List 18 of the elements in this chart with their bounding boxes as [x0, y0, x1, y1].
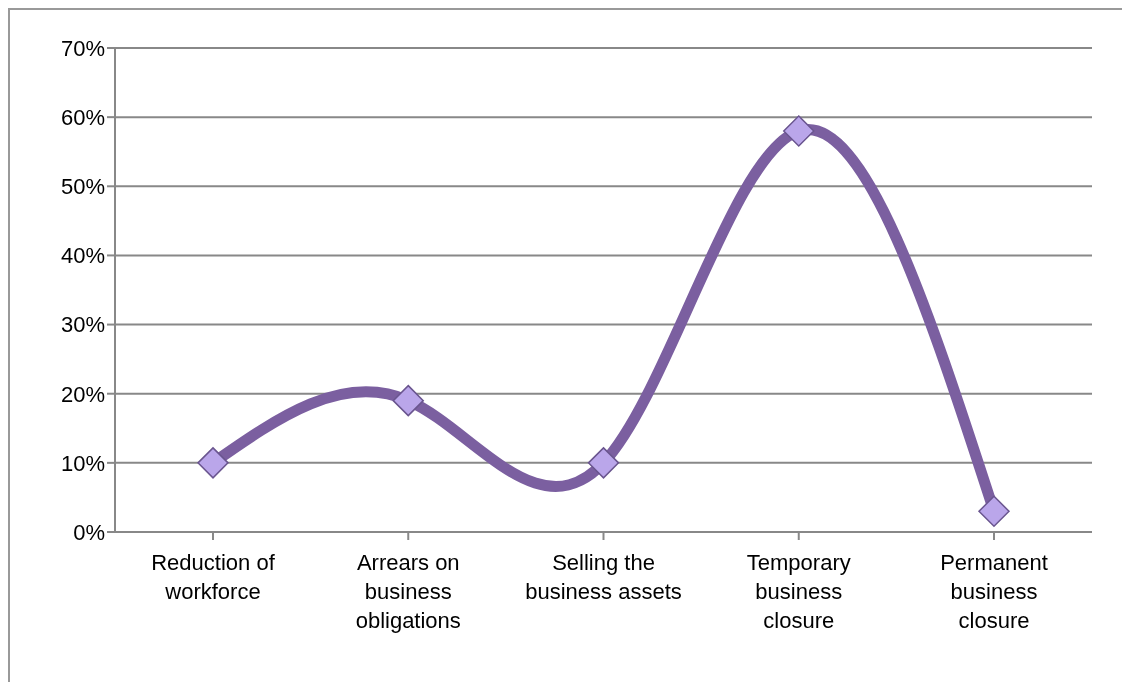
y-tick-label: 60% [60, 104, 105, 130]
y-tick-label: 10% [60, 450, 105, 476]
x-tick-label: Permanent business closure [940, 550, 1048, 633]
x-tick-label: Selling the business assets [525, 550, 682, 604]
x-tick-label: Reduction of workforce [151, 550, 276, 604]
y-tick-label: 0% [73, 519, 105, 545]
y-tick-label: 40% [60, 243, 105, 269]
y-tick-label: 70% [60, 35, 105, 61]
point [197, 447, 229, 479]
x-tick-label: Arrears on business obligations [355, 550, 461, 633]
point [587, 447, 620, 479]
y-tick-label: 20% [60, 381, 105, 407]
y-tick-label: 50% [60, 174, 105, 200]
point [978, 495, 1010, 528]
point [392, 384, 424, 417]
y-tick-label: 30% [60, 312, 105, 338]
point [783, 115, 815, 147]
x-tick-label: Temporary business closure [746, 550, 851, 633]
